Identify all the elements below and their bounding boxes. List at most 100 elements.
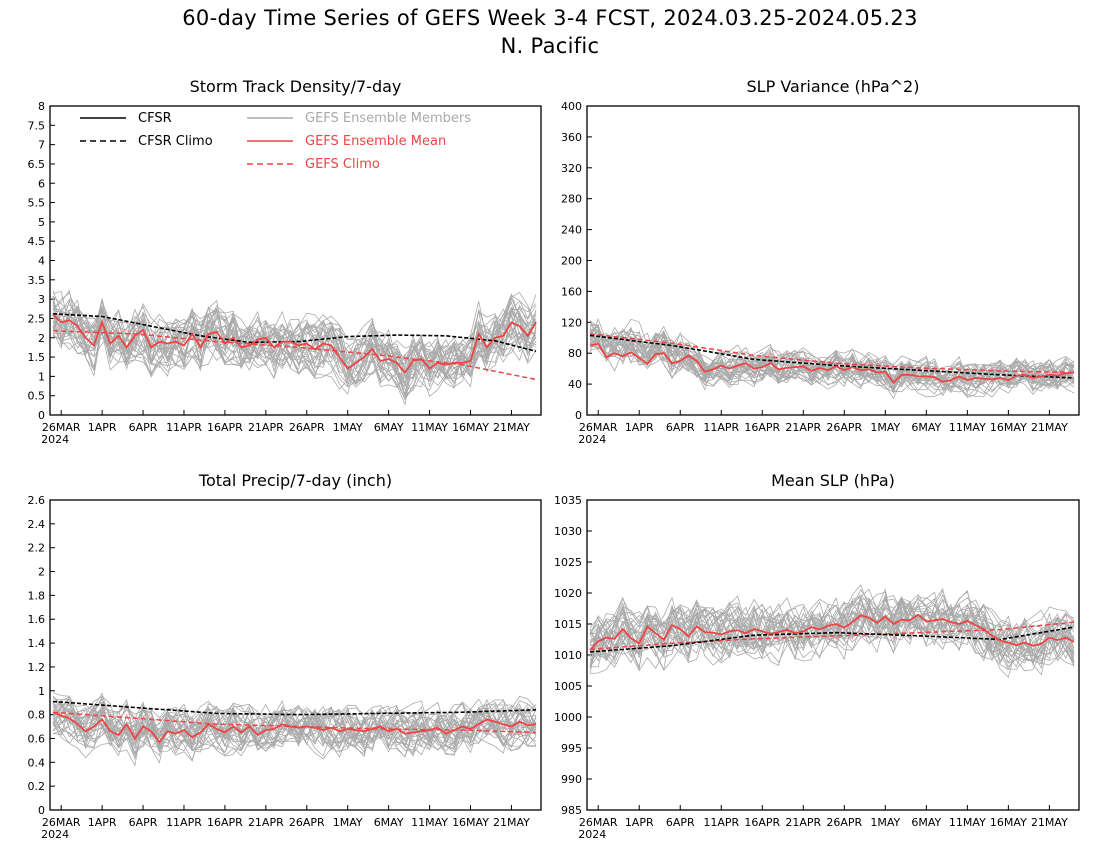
x-tick-label: 16APR xyxy=(207,421,243,434)
y-tick-label: 1015 xyxy=(554,618,582,631)
y-tick-label: 400 xyxy=(561,100,582,113)
y-tick-label: 240 xyxy=(561,224,582,237)
ensemble-member-line xyxy=(589,326,1075,394)
ensemble-members xyxy=(589,584,1075,679)
y-tick-label: 0.4 xyxy=(28,756,46,769)
page-title-line2: N. Pacific xyxy=(500,34,600,58)
x-tick-label: 11MAY xyxy=(411,816,448,829)
x-tick-label: 26MAR xyxy=(579,421,618,434)
x-tick-label: 1APR xyxy=(88,816,117,829)
y-tick-label: 1 xyxy=(38,370,45,383)
ensemble-member-line xyxy=(589,329,1075,394)
y-tick-label: 1.2 xyxy=(28,661,46,674)
y-tick-label: 40 xyxy=(568,378,582,391)
x-tick-label: 21MAY xyxy=(493,816,530,829)
y-tick-label: 2.4 xyxy=(28,518,46,531)
x-tick-label: 6MAY xyxy=(911,816,941,829)
y-tick-label: 1030 xyxy=(554,525,582,538)
ensemble-members xyxy=(589,318,1075,400)
x-tick-label: 6MAY xyxy=(911,421,941,434)
ensemble-member-line xyxy=(589,589,1075,659)
legend: CFSR CFSR Climo GEFS Ensemble Members GEFS … xyxy=(80,111,471,172)
ensemble-member-line xyxy=(589,597,1075,670)
gefs-climo-line xyxy=(52,330,537,381)
cfsr-climo-line xyxy=(52,313,537,353)
y-tick-label: 0 xyxy=(38,804,45,817)
legend-label-gefs-climo: GEFS Climo xyxy=(305,157,380,172)
ensemble-member-line xyxy=(52,299,537,385)
y-tick-label: 3.5 xyxy=(28,274,46,287)
ensemble-member-line xyxy=(52,704,537,751)
x-tick-label: 6APR xyxy=(666,816,695,829)
y-tick-label: 1035 xyxy=(554,494,582,507)
legend-label-ens-mean: GEFS Ensemble Mean xyxy=(305,134,446,149)
ensemble-member-line xyxy=(52,296,537,383)
x-tick-label: 21MAY xyxy=(1031,421,1068,434)
y-tick-label: 0.6 xyxy=(28,732,46,745)
x-tick-label: 1MAY xyxy=(333,816,363,829)
y-tick-label: 2 xyxy=(38,332,45,345)
plot-frame xyxy=(49,499,542,811)
x-tick-label: 1MAY xyxy=(870,421,900,434)
y-tick-label: 990 xyxy=(561,773,582,786)
x-tick-label: 11APR xyxy=(166,816,202,829)
y-tick-label: 360 xyxy=(561,131,582,144)
y-tick-label: 0.8 xyxy=(28,709,46,722)
gefs-climo-line xyxy=(589,333,1075,374)
y-tick-label: 1005 xyxy=(554,680,582,693)
page-title: 60-day Time Series of GEFS Week 3-4 FCST… xyxy=(0,4,1100,60)
ensemble-member-line xyxy=(52,308,537,381)
y-tick-label: 1025 xyxy=(554,556,582,569)
y-tick-label: 2.5 xyxy=(28,312,46,325)
y-tick-label: 6 xyxy=(38,177,45,190)
y-tick-label: 120 xyxy=(561,316,582,329)
x-tick-label: 21APR xyxy=(248,816,284,829)
chart-panel-precip: Total Precip/7-day (inch)00.20.40.60.811… xyxy=(28,471,542,841)
ensemble-mean-line xyxy=(589,613,1075,651)
y-tick-label: 985 xyxy=(561,804,582,817)
x-tick-label: 21MAY xyxy=(493,421,530,434)
y-tick-label: 0.5 xyxy=(28,390,46,403)
ensemble-member-line xyxy=(589,598,1075,665)
x-tick-label: 16APR xyxy=(744,421,780,434)
y-tick-label: 0 xyxy=(575,409,582,422)
ensemble-member-line xyxy=(52,701,537,750)
x-tick-label: 26APR xyxy=(826,816,862,829)
y-tick-label: 2.2 xyxy=(28,542,46,555)
plot-frame xyxy=(49,105,542,416)
x-tick-label: 6APR xyxy=(666,421,695,434)
x-tick-label: 21APR xyxy=(248,421,284,434)
ensemble-member-line xyxy=(52,702,537,761)
y-tick-label: 80 xyxy=(568,347,582,360)
plot-frame xyxy=(586,105,1080,416)
y-tick-label: 1.4 xyxy=(28,637,46,650)
ensemble-member-line xyxy=(52,702,537,762)
ensemble-member-line xyxy=(589,603,1075,666)
ensemble-member-line xyxy=(52,311,537,380)
y-tick-label: 1 xyxy=(38,685,45,698)
ensemble-mean-line xyxy=(589,342,1075,384)
panel-title: Mean SLP (hPa) xyxy=(771,471,895,490)
ensemble-member-line xyxy=(52,295,537,387)
x-tick-label: 21MAY xyxy=(1031,816,1068,829)
panel-title: Total Precip/7-day (inch) xyxy=(198,471,392,490)
chart-panel-storm: Storm Track Density/7-day 0 0.5 1 1.5 2 2.5 3 3.… xyxy=(28,77,542,446)
x-tick-label: 1MAY xyxy=(333,421,363,434)
y-tick-label: 3 xyxy=(38,293,45,306)
ensemble-member-line xyxy=(589,591,1075,672)
y-tick-label: 995 xyxy=(561,742,582,755)
x-tick-label: 21APR xyxy=(785,421,821,434)
y-tick-label: 5 xyxy=(38,216,45,229)
ensemble-member-line xyxy=(52,703,537,757)
y-tick-label: 1.6 xyxy=(28,613,46,626)
y-tick-label: 1020 xyxy=(554,587,582,600)
legend-label-cfsr-climo: CFSR Climo xyxy=(138,134,213,149)
x-tick-label: 16APR xyxy=(744,816,780,829)
x-tick-label: 26MAR xyxy=(579,816,618,829)
x-tick-label: 16APR xyxy=(207,816,243,829)
chart-panel-slpvar: SLP Variance (hPa^2) 0 40 80 120 160 200 240 280… xyxy=(561,77,1080,446)
y-tick-label: 2.6 xyxy=(28,494,46,507)
y-tick-label: 5.5 xyxy=(28,197,46,210)
x-year-label: 2024 xyxy=(41,433,69,446)
